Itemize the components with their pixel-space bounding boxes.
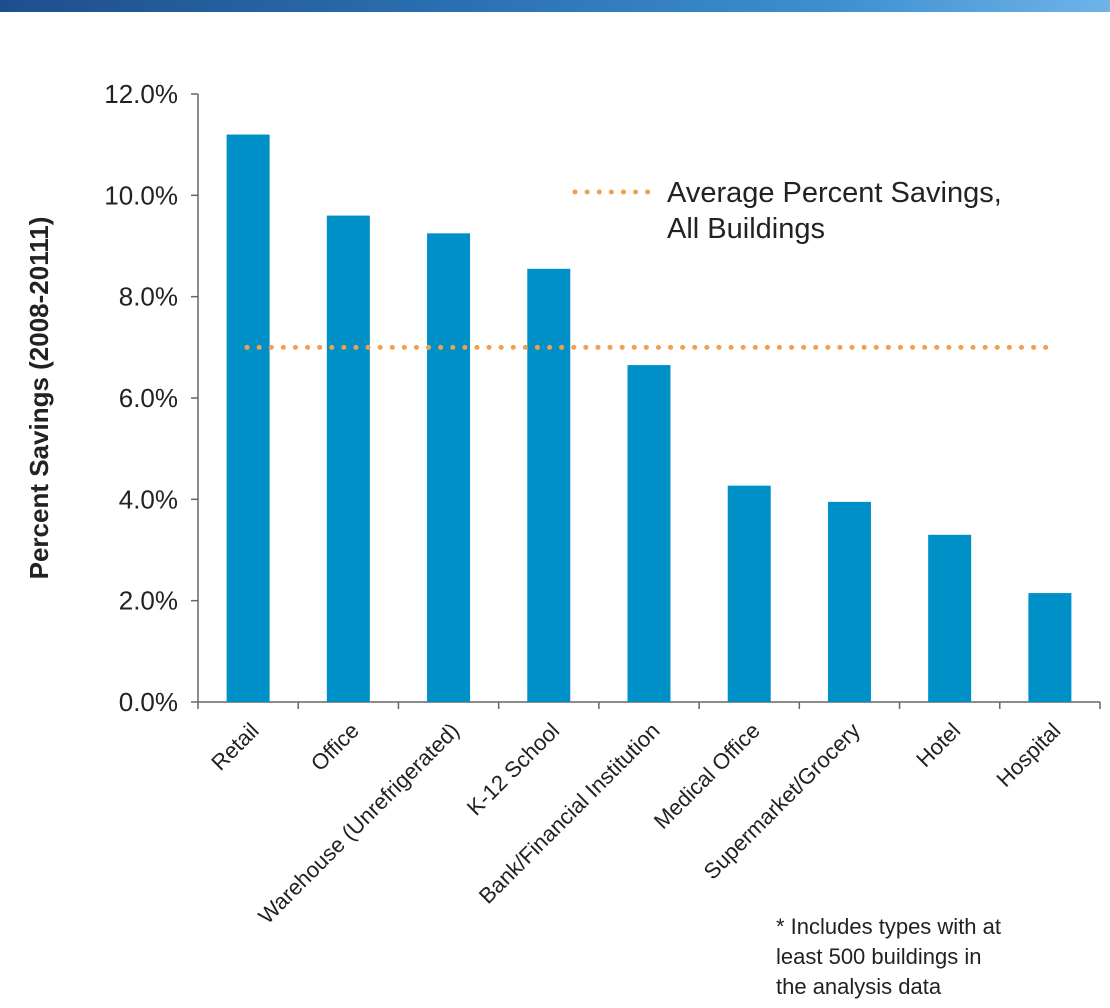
- x-tick-label: Bank/Financial Institution: [474, 718, 665, 909]
- legend-label: Average Percent Savings,: [667, 177, 1002, 209]
- legend-label: All Buildings: [667, 213, 825, 245]
- x-tick-label: Hotel: [911, 718, 965, 772]
- bar: [427, 233, 471, 703]
- bar: [727, 485, 771, 702]
- x-tick-label: Hospital: [992, 718, 1066, 792]
- y-tick-label: 12.0%: [104, 79, 178, 109]
- bar: [827, 501, 871, 702]
- bar: [928, 534, 972, 702]
- bar: [527, 268, 571, 702]
- y-tick-label: 6.0%: [119, 383, 178, 413]
- header-band: [0, 0, 1110, 12]
- x-tick-label: Retail: [206, 718, 263, 775]
- y-tick-label: 8.0%: [119, 282, 178, 312]
- y-tick-label: 4.0%: [119, 484, 178, 514]
- x-tick-label: Office: [306, 718, 364, 776]
- y-tick-label: 0.0%: [119, 687, 178, 717]
- footnote: * Includes types with at least 500 build…: [776, 914, 1002, 999]
- x-tick-label: K-12 School: [462, 718, 564, 820]
- y-axis-title: Percent Savings (2008-20111): [24, 217, 54, 580]
- y-tick-label: 2.0%: [119, 586, 178, 616]
- bar: [1028, 593, 1072, 702]
- bar: [627, 365, 671, 702]
- x-tick-label: Warehouse (Unrefrigerated): [253, 718, 464, 929]
- bar: [326, 215, 370, 702]
- bar: [226, 134, 270, 703]
- y-tick-label: 10.0%: [104, 180, 178, 210]
